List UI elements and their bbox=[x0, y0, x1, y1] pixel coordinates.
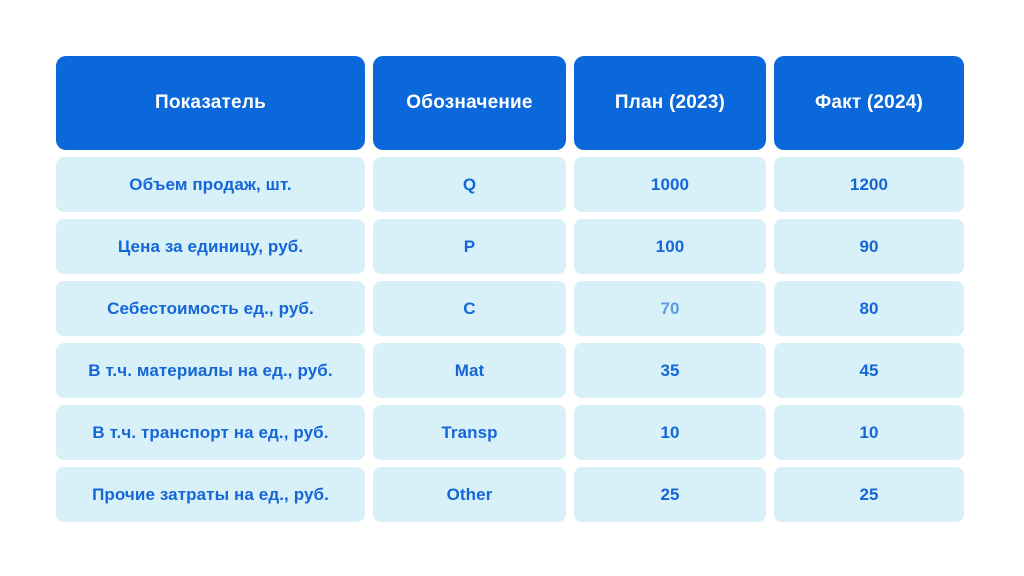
cell-materials-symbol: Mat bbox=[373, 343, 566, 398]
cell-other-costs-plan: 25 bbox=[574, 467, 766, 522]
cell-unit-cost-plan: 70 bbox=[574, 281, 766, 336]
cell-other-costs-symbol: Other bbox=[373, 467, 566, 522]
column-header-fact-2024: Факт (2024) bbox=[774, 56, 964, 150]
cell-sales-volume-indicator: Объем продаж, шт. bbox=[56, 157, 365, 212]
cell-materials-fact: 45 bbox=[774, 343, 964, 398]
cell-other-costs-fact: 25 bbox=[774, 467, 964, 522]
cell-unit-cost-indicator: Себестоимость ед., руб. bbox=[56, 281, 365, 336]
cell-unit-price-indicator: Цена за единицу, руб. bbox=[56, 219, 365, 274]
cell-unit-price-plan: 100 bbox=[574, 219, 766, 274]
cell-sales-volume-symbol: Q bbox=[373, 157, 566, 212]
cell-transport-indicator: В т.ч. транспорт на ед., руб. bbox=[56, 405, 365, 460]
column-header-symbol: Обозначение bbox=[373, 56, 566, 150]
cell-unit-cost-fact: 80 bbox=[774, 281, 964, 336]
cell-transport-plan: 10 bbox=[574, 405, 766, 460]
cell-transport-fact: 10 bbox=[774, 405, 964, 460]
cell-sales-volume-plan: 1000 bbox=[574, 157, 766, 212]
cell-materials-indicator: В т.ч. материалы на ед., руб. bbox=[56, 343, 365, 398]
cell-materials-plan: 35 bbox=[574, 343, 766, 398]
cell-transport-symbol: Transp bbox=[373, 405, 566, 460]
cell-unit-price-symbol: P bbox=[373, 219, 566, 274]
cell-unit-price-fact: 90 bbox=[774, 219, 964, 274]
cell-other-costs-indicator: Прочие затраты на ед., руб. bbox=[56, 467, 365, 522]
cell-sales-volume-fact: 1200 bbox=[774, 157, 964, 212]
column-header-plan-2023: План (2023) bbox=[574, 56, 766, 150]
column-header-indicator: Показатель bbox=[56, 56, 365, 150]
indicators-table: Показатель Обозначение План (2023) Факт … bbox=[56, 56, 964, 522]
cell-unit-cost-symbol: C bbox=[373, 281, 566, 336]
